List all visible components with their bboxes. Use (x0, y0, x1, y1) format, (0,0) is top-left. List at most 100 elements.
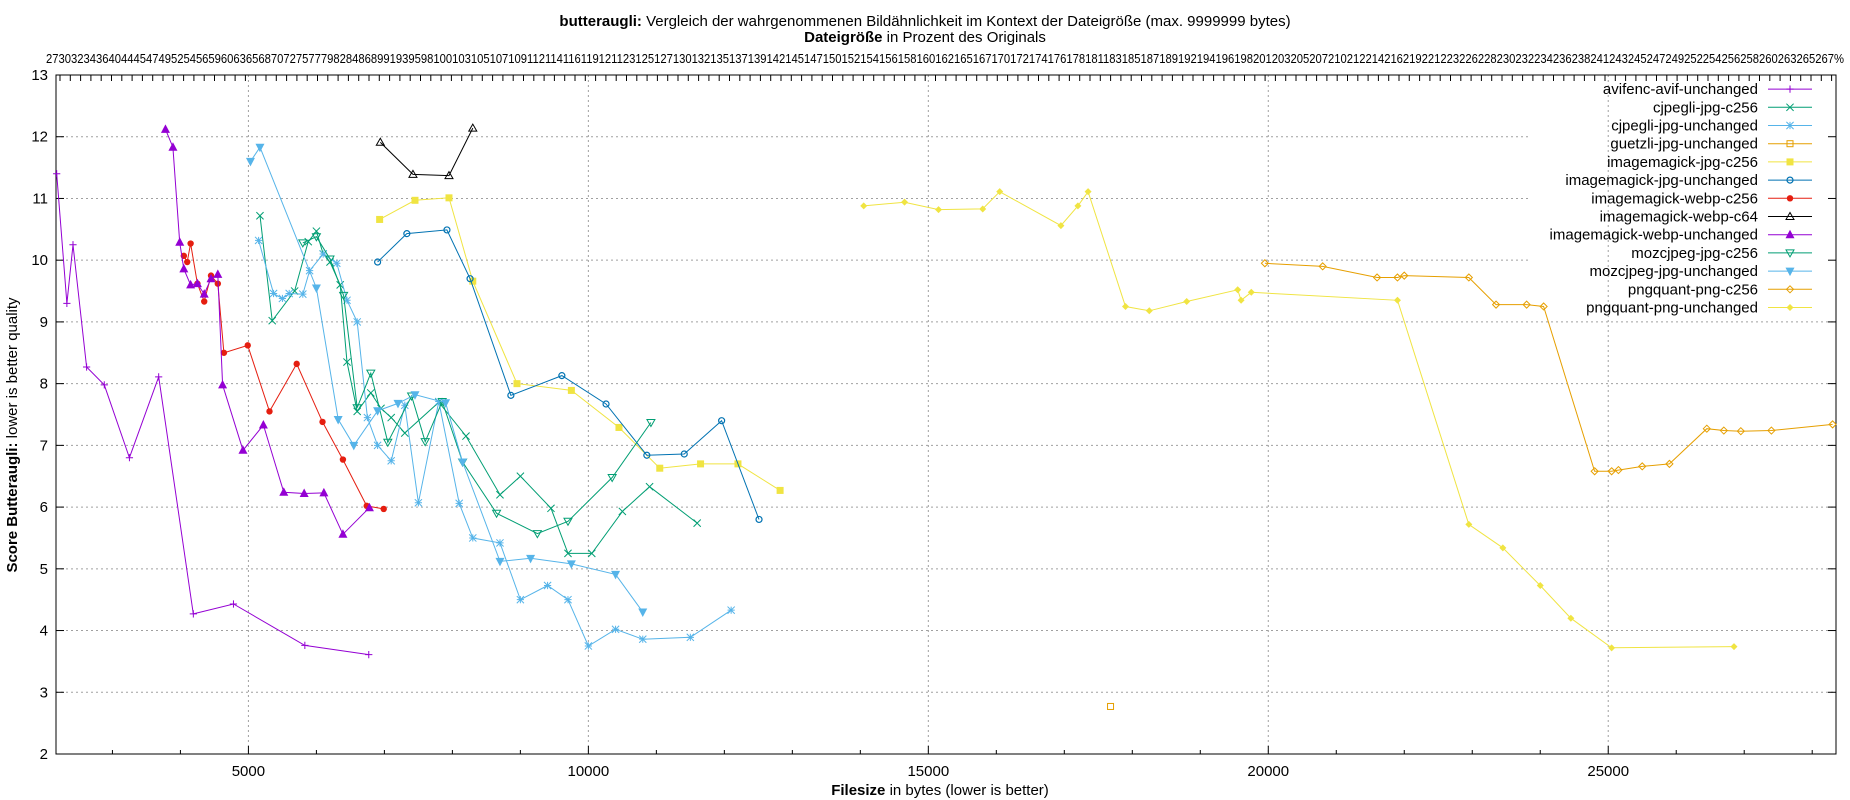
data-point (1767, 426, 1776, 435)
data-point (611, 625, 620, 634)
legend-label: mozcjpeg-jpg-unchanged (1590, 263, 1758, 280)
top-axis-label-rest: in Prozent des Originals (882, 29, 1045, 46)
x-axis-label-rest: in bytes (lower is better) (885, 782, 1048, 799)
data-point (441, 399, 451, 408)
legend-label: cjpegli-jpg-unchanged (1611, 118, 1758, 135)
chart-title-bold: butteraugli: (559, 13, 642, 30)
data-point (495, 557, 505, 567)
legend-label: imagemagick-jpg-unchanged (1565, 172, 1758, 189)
data-point (1567, 614, 1575, 622)
data-point (82, 363, 91, 371)
data-point (353, 317, 362, 326)
y-axis-label-rest: lower is better quality (4, 297, 21, 443)
data-point (564, 595, 572, 604)
chart-title-rest: Vergleich der wahrgenommenen Bildähnlich… (642, 13, 1291, 30)
data-point (727, 606, 736, 615)
data-point (1393, 273, 1402, 282)
data-point (278, 294, 287, 303)
data-point (1107, 702, 1115, 710)
data-point (319, 487, 329, 497)
data-point (1464, 273, 1474, 282)
data-point (160, 124, 170, 133)
data-point (376, 215, 384, 223)
data-point (410, 391, 420, 400)
series-line (258, 240, 732, 647)
grid (56, 75, 1836, 754)
legend-marker (1786, 103, 1794, 112)
data-point (507, 391, 515, 399)
x-tick-label: 25000 (1587, 763, 1629, 780)
x-tick-label: 15000 (907, 763, 949, 780)
data-point (434, 397, 443, 406)
data-point (206, 273, 216, 283)
series-line (377, 229, 760, 520)
data-point (1247, 288, 1255, 296)
data-point (414, 498, 423, 507)
data-point (352, 404, 363, 413)
data-point (1074, 202, 1082, 210)
data-point (168, 142, 178, 151)
data-point (403, 230, 411, 238)
legend-label: pngquant-png-c256 (1628, 281, 1758, 298)
legend-marker (1785, 229, 1795, 239)
series-line (1264, 262, 1833, 472)
data-point (69, 241, 77, 249)
series-imagemagick-webp-c64 (375, 123, 478, 180)
legend-marker (1786, 195, 1794, 202)
data-point (615, 423, 623, 431)
data-point (299, 488, 309, 498)
data-point (373, 258, 382, 266)
data-point (469, 277, 477, 285)
data-point (189, 610, 197, 618)
data-point (1183, 298, 1191, 306)
data-point (1400, 271, 1409, 280)
data-point (343, 358, 351, 366)
data-point (996, 188, 1004, 196)
data-point (491, 509, 502, 519)
data-point (1539, 302, 1548, 311)
legend-marker (1785, 267, 1795, 277)
legend-marker (1786, 140, 1794, 148)
data-point (1607, 467, 1616, 476)
data-point (755, 515, 763, 524)
data-point (1719, 426, 1729, 435)
chart-title: butteraugli: Vergleich der wahrgenommene… (559, 13, 1290, 30)
data-point (311, 233, 322, 242)
data-point (1318, 262, 1327, 271)
series-line (165, 129, 370, 536)
data-point (155, 373, 163, 381)
data-point (411, 196, 419, 204)
legend-marker (1785, 249, 1795, 258)
data-point (693, 519, 702, 528)
data-point (467, 123, 478, 132)
y-axis-label: Score Butteraugli: lower is better quali… (4, 297, 21, 573)
top-axis-label: Dateigröße in Prozent des Originals (804, 29, 1046, 46)
y-tick-label: 5 (40, 561, 48, 578)
data-point (543, 581, 552, 590)
data-point (365, 369, 376, 379)
data-point (1372, 273, 1382, 282)
data-point (373, 441, 382, 450)
data-point (380, 505, 387, 513)
legend-marker (1786, 121, 1794, 130)
series-line (250, 146, 644, 613)
x-axis-label-bold: Filesize (831, 782, 885, 799)
data-point (125, 454, 134, 462)
legend-label: imagemagick-jpg-c256 (1607, 154, 1758, 171)
legend-label: mozcjpeg-jpg-c256 (1631, 245, 1758, 262)
data-point (1730, 643, 1738, 651)
data-point (245, 157, 255, 167)
data-point (638, 635, 647, 644)
data-point (618, 507, 627, 516)
data-point (229, 600, 238, 608)
legend-label: imagemagick-webp-c256 (1591, 190, 1758, 207)
data-point (686, 633, 695, 642)
data-point (1057, 222, 1065, 230)
data-point (607, 473, 618, 483)
data-point (184, 258, 191, 266)
data-point (564, 549, 572, 558)
legend-marker (1785, 211, 1795, 220)
data-point (338, 529, 348, 538)
data-point (363, 413, 372, 422)
data-point (254, 236, 263, 245)
